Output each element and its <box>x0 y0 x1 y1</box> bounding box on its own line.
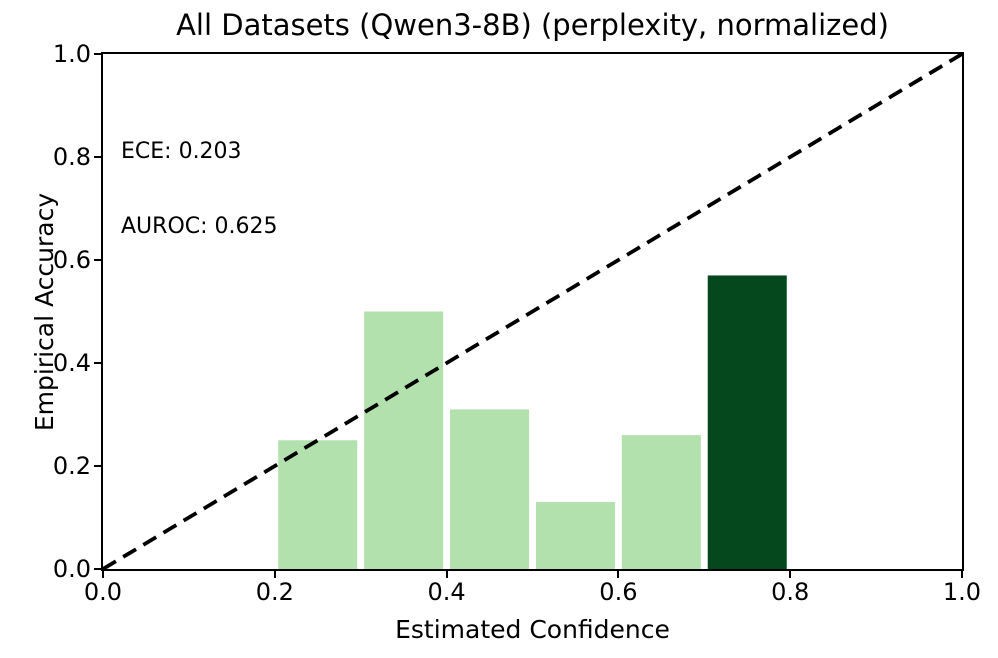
plot-canvas <box>103 54 962 569</box>
x-tick-mark <box>961 570 963 578</box>
x-tick-label: 0.6 <box>599 578 638 606</box>
x-tick-mark <box>617 570 620 578</box>
confidence-bin-bar <box>535 502 615 569</box>
y-tick-mark <box>94 465 102 467</box>
y-axis-label: Empirical Accuracy <box>30 192 59 432</box>
ece-value-text: ECE: 0.203 <box>121 139 242 164</box>
y-tick-label: 1.0 <box>52 40 91 68</box>
diagonal-reference-line <box>103 54 962 569</box>
auroc-value-text: AUROC: 0.625 <box>121 214 278 239</box>
x-tick-label: 0.2 <box>255 578 294 606</box>
x-axis-label: Estimated Confidence <box>395 615 670 644</box>
y-tick-label: 0.0 <box>52 555 91 583</box>
confidence-bin-bar <box>450 409 530 569</box>
x-tick-label: 1.0 <box>942 578 982 606</box>
confidence-bin-bar <box>278 440 358 569</box>
y-tick-mark <box>94 259 102 261</box>
confidence-bin-bar <box>364 311 444 569</box>
x-tick-mark <box>445 570 448 578</box>
x-tick-label: 0.4 <box>427 578 466 606</box>
y-tick-mark <box>94 362 102 364</box>
chart-title: All Datasets (Qwen3-8B) (perplexity, nor… <box>176 8 889 42</box>
x-tick-label: 0.8 <box>771 578 810 606</box>
y-tick-mark <box>94 568 102 570</box>
x-tick-label: 0.0 <box>83 578 123 606</box>
x-tick-mark <box>273 570 276 578</box>
x-tick-mark <box>102 570 104 578</box>
confidence-bin-bar <box>621 435 701 569</box>
y-tick-label: 0.8 <box>52 143 91 171</box>
x-tick-mark <box>789 570 792 578</box>
y-tick-mark <box>94 156 102 158</box>
y-tick-label: 0.6 <box>52 246 91 274</box>
confidence-bin-bar <box>707 275 787 569</box>
y-tick-mark <box>94 53 102 55</box>
y-tick-label: 0.4 <box>52 349 91 377</box>
y-tick-label: 0.2 <box>52 452 91 480</box>
plot-area <box>101 52 964 571</box>
metrics-annotation: ECE: 0.203 AUROC: 0.625 <box>121 89 278 289</box>
